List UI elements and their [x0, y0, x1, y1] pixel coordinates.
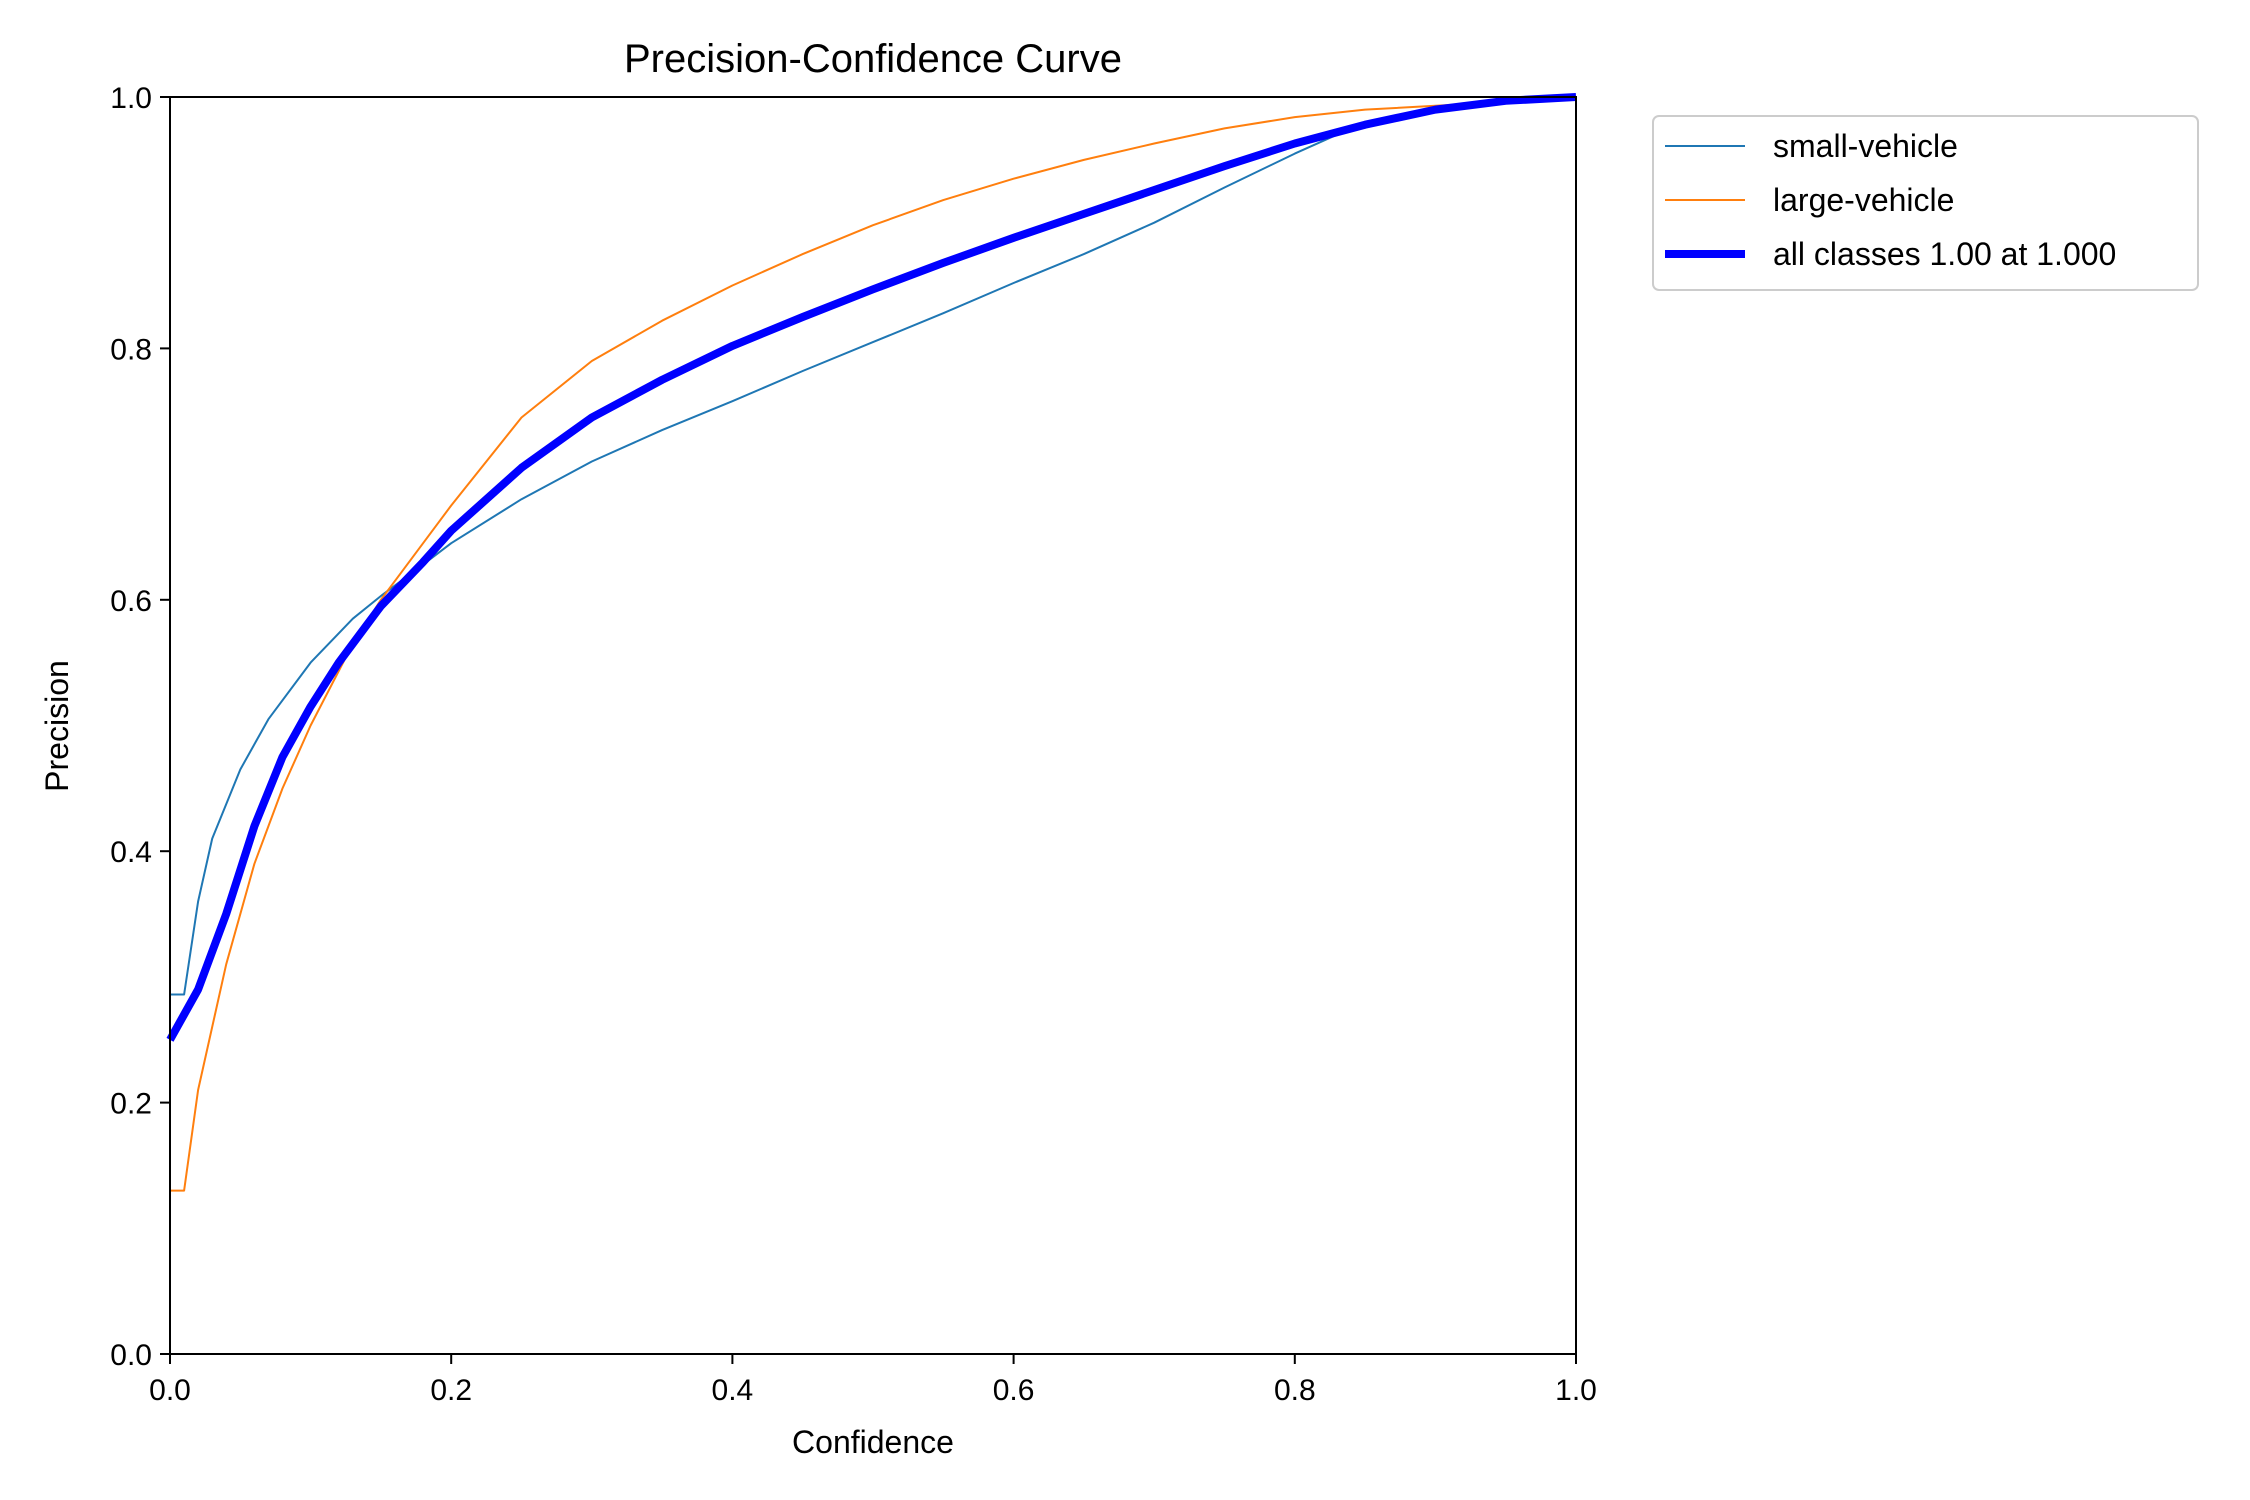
series-line-small-vehicle [170, 96, 1577, 996]
y-axis-label: Precision [39, 660, 75, 792]
chart-title: Precision-Confidence Curve [624, 37, 1122, 81]
x-tick-label: 0.4 [712, 1374, 754, 1407]
legend-box [1652, 115, 2199, 291]
plot-frame [169, 96, 1577, 1355]
y-tick-label: 1.0 [110, 82, 152, 115]
legend-label-all-classes: all classes 1.00 at 1.000 [1773, 236, 2116, 272]
series-layer [166, 93, 1577, 1192]
series-line-all-classes-1-00-at-1-000 [166, 93, 1577, 1042]
legend-label-small-vehicle: small-vehicle [1773, 128, 1958, 164]
y-tick-label: 0.2 [110, 1088, 152, 1121]
x-tick-label: 0.2 [430, 1374, 472, 1407]
y-tick-label: 0.0 [110, 1339, 152, 1372]
series-line-large-vehicle [170, 96, 1577, 1192]
x-tick-label: 0.0 [149, 1374, 191, 1407]
legend-label-large-vehicle: large-vehicle [1773, 182, 1954, 218]
y-tick-label: 0.8 [110, 333, 152, 366]
ticks-layer: 0.0 0.2 0.4 0.6 0.8 1.0 0.0 0.2 0.4 0.6 0.8 1.0 [110, 82, 1597, 1407]
y-tick-label: 0.6 [110, 585, 152, 618]
x-tick-label: 1.0 [1555, 1374, 1597, 1407]
x-tick-label: 0.8 [1274, 1374, 1316, 1407]
x-axis-label: Confidence [792, 1424, 954, 1460]
legend: small-vehicle large-vehicle all classes … [1652, 115, 2199, 291]
x-tick-label: 0.6 [993, 1374, 1035, 1407]
y-tick-label: 0.4 [110, 836, 152, 869]
